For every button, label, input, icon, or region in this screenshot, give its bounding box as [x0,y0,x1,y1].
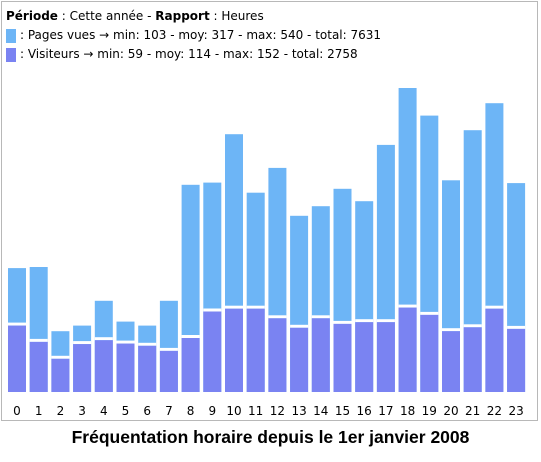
x-tick-label: 16 [357,404,372,418]
x-tick-label: 11 [248,404,263,418]
bar-separator-hour-9 [203,308,222,312]
bar-visitors-hour-2 [51,358,70,392]
bar-separator-hour-15 [333,320,352,324]
x-tick-label: 2 [57,404,65,418]
bar-visitors-hour-4 [94,340,113,392]
x-tick-label: 13 [291,404,306,418]
x-tick-label: 6 [143,404,151,418]
x-tick-label: 8 [187,404,195,418]
x-tick-label: 22 [487,404,502,418]
x-tick-label: 5 [122,404,130,418]
bar-visitors-hour-3 [73,344,92,392]
bar-separator-hour-16 [355,319,374,323]
bar-visitors-hour-18 [398,307,417,392]
bar-separator-hour-6 [138,342,157,346]
bar-visitors-hour-20 [442,331,460,392]
x-tick-label: 1 [35,404,43,418]
bar-separator-hour-5 [116,340,135,344]
x-tick-label: 14 [313,404,328,418]
period-value: Cette année [69,9,144,23]
pages-swatch-icon [6,28,16,43]
hourly-bar-chart: 0 1 2 3 4 5 6 7 8 9 10 11 12 13 14 15 16 17 18 19 20 21 22 23 [8,88,526,418]
bar-separator-hour-21 [463,324,482,328]
visitors-swatch-icon [6,47,16,62]
bar-visitors-hour-19 [420,314,439,392]
bar-separator-hour-2 [51,355,70,359]
bar-separator-hour-8 [181,335,200,338]
report-label: Rapport [155,9,210,23]
report-value: Heures [221,9,264,23]
bar-separator-hour-4 [94,337,113,341]
x-tick-label: 3 [78,404,86,418]
bar-visitors-hour-13 [290,327,309,392]
legend-item-visitors: : Visiteurs → min: 59 - moy: 114 - max: … [6,45,381,64]
bar-separator-hour-19 [420,311,439,315]
x-tick-label: 18 [400,404,415,418]
x-tick-label: 17 [378,404,393,418]
legend-visitors-text: : Visiteurs → min: 59 - moy: 114 - max: … [20,47,358,61]
x-tick-label: 9 [208,404,216,418]
bar-visitors-hour-6 [138,345,157,392]
bar-visitors-hour-10 [225,308,243,392]
x-tick-label: 21 [465,404,480,418]
bar-separator-hour-11 [246,305,265,309]
bar-visitors-hour-5 [116,343,135,392]
bar-visitors-hour-21 [463,327,482,392]
bar-separator-hour-18 [398,304,417,308]
x-tick-label: 0 [13,404,21,418]
bar-separator-hour-14 [311,315,330,319]
legend-item-pages: : Pages vues → min: 103 - moy: 317 - max… [6,26,381,45]
legend-pages-text: : Pages vues → min: 103 - moy: 317 - max… [20,28,382,42]
bar-visitors-hour-8 [181,338,200,392]
bar-visitors-hour-12 [268,318,287,392]
bar-visitors-hour-15 [333,323,352,392]
period-label: Période [6,9,58,23]
chart-caption: Fréquentation horaire depuis le 1er janv… [71,427,470,447]
x-tick-label: 20 [443,404,458,418]
bar-visitors-hour-17 [376,322,395,392]
x-tick-label: 10 [226,404,241,418]
bar-visitors-hour-11 [246,308,265,392]
bar-visitors-hour-0 [8,325,26,392]
bar-separator-hour-10 [225,305,243,309]
bar-separator-hour-17 [376,319,395,323]
bar-separator-hour-12 [268,315,287,319]
bar-visitors-hour-7 [159,350,178,392]
bar-separator-hour-22 [485,305,504,309]
bar-visitors-hour-23 [507,328,526,392]
x-tick-label: 12 [270,404,285,418]
bar-separator-hour-0 [8,322,26,326]
bar-visitors-hour-9 [203,311,222,392]
x-tick-label: 4 [100,404,108,418]
x-tick-label: 7 [165,404,173,418]
bar-separator-hour-1 [29,338,48,342]
x-tick-label: 19 [422,404,437,418]
bar-separator-hour-13 [290,324,309,328]
bar-visitors-hour-16 [355,322,374,392]
bar-visitors-hour-1 [29,341,48,392]
x-tick-label: 23 [508,404,523,418]
bar-separator-hour-20 [442,328,460,332]
header-line: Période : Cette année - Rapport : Heures [6,7,381,26]
bar-separator-hour-7 [159,347,178,351]
bar-visitors-hour-22 [485,308,504,392]
bar-separator-hour-23 [507,325,526,329]
bar-separator-hour-3 [73,341,92,345]
bar-visitors-hour-14 [311,318,330,392]
x-tick-label: 15 [335,404,350,418]
chart-legend: Période : Cette année - Rapport : Heures… [6,7,381,64]
